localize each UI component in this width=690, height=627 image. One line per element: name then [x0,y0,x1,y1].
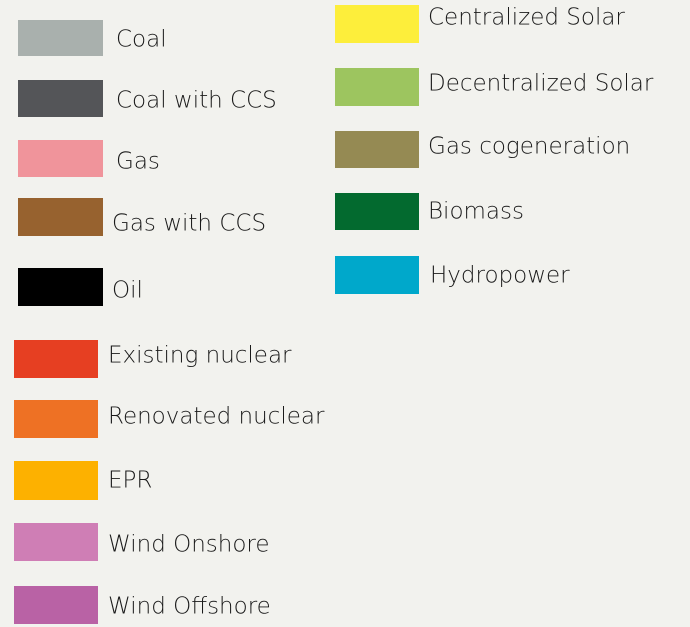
legend-label: Renovated nuclear [108,404,325,430]
legend-label: Coal [116,27,167,53]
legend-swatch [14,461,98,500]
legend-swatch [18,198,103,236]
legend-label: Gas [116,149,160,175]
legend-label: Coal with CCS [116,88,277,114]
legend-label: Gas with CCS [112,211,266,237]
legend-swatch [18,140,103,177]
legend-swatch [335,5,419,43]
legend-label: Wind Onshore [108,532,270,558]
legend-swatch [14,586,98,624]
legend-swatch [18,80,103,117]
legend-label: Biomass [428,199,524,225]
legend-swatch [14,523,98,561]
legend-swatch [335,256,419,294]
legend-swatch [18,268,103,306]
legend-label: Oil [112,278,143,304]
legend-swatch [14,340,98,378]
legend-swatch [335,131,419,168]
legend-swatch [14,400,98,438]
legend-swatch [335,68,419,106]
legend-swatch [335,193,419,230]
legend-label: Existing nuclear [108,343,292,369]
legend-label: Gas cogeneration [428,134,630,160]
legend-label: Centralized Solar [428,5,625,31]
legend-label: Decentralized Solar [428,71,654,97]
legend-swatch [18,20,103,56]
legend-label: Wind Offshore [108,594,271,620]
legend-label: Hydropower [430,263,570,289]
legend-label: EPR [108,468,152,494]
